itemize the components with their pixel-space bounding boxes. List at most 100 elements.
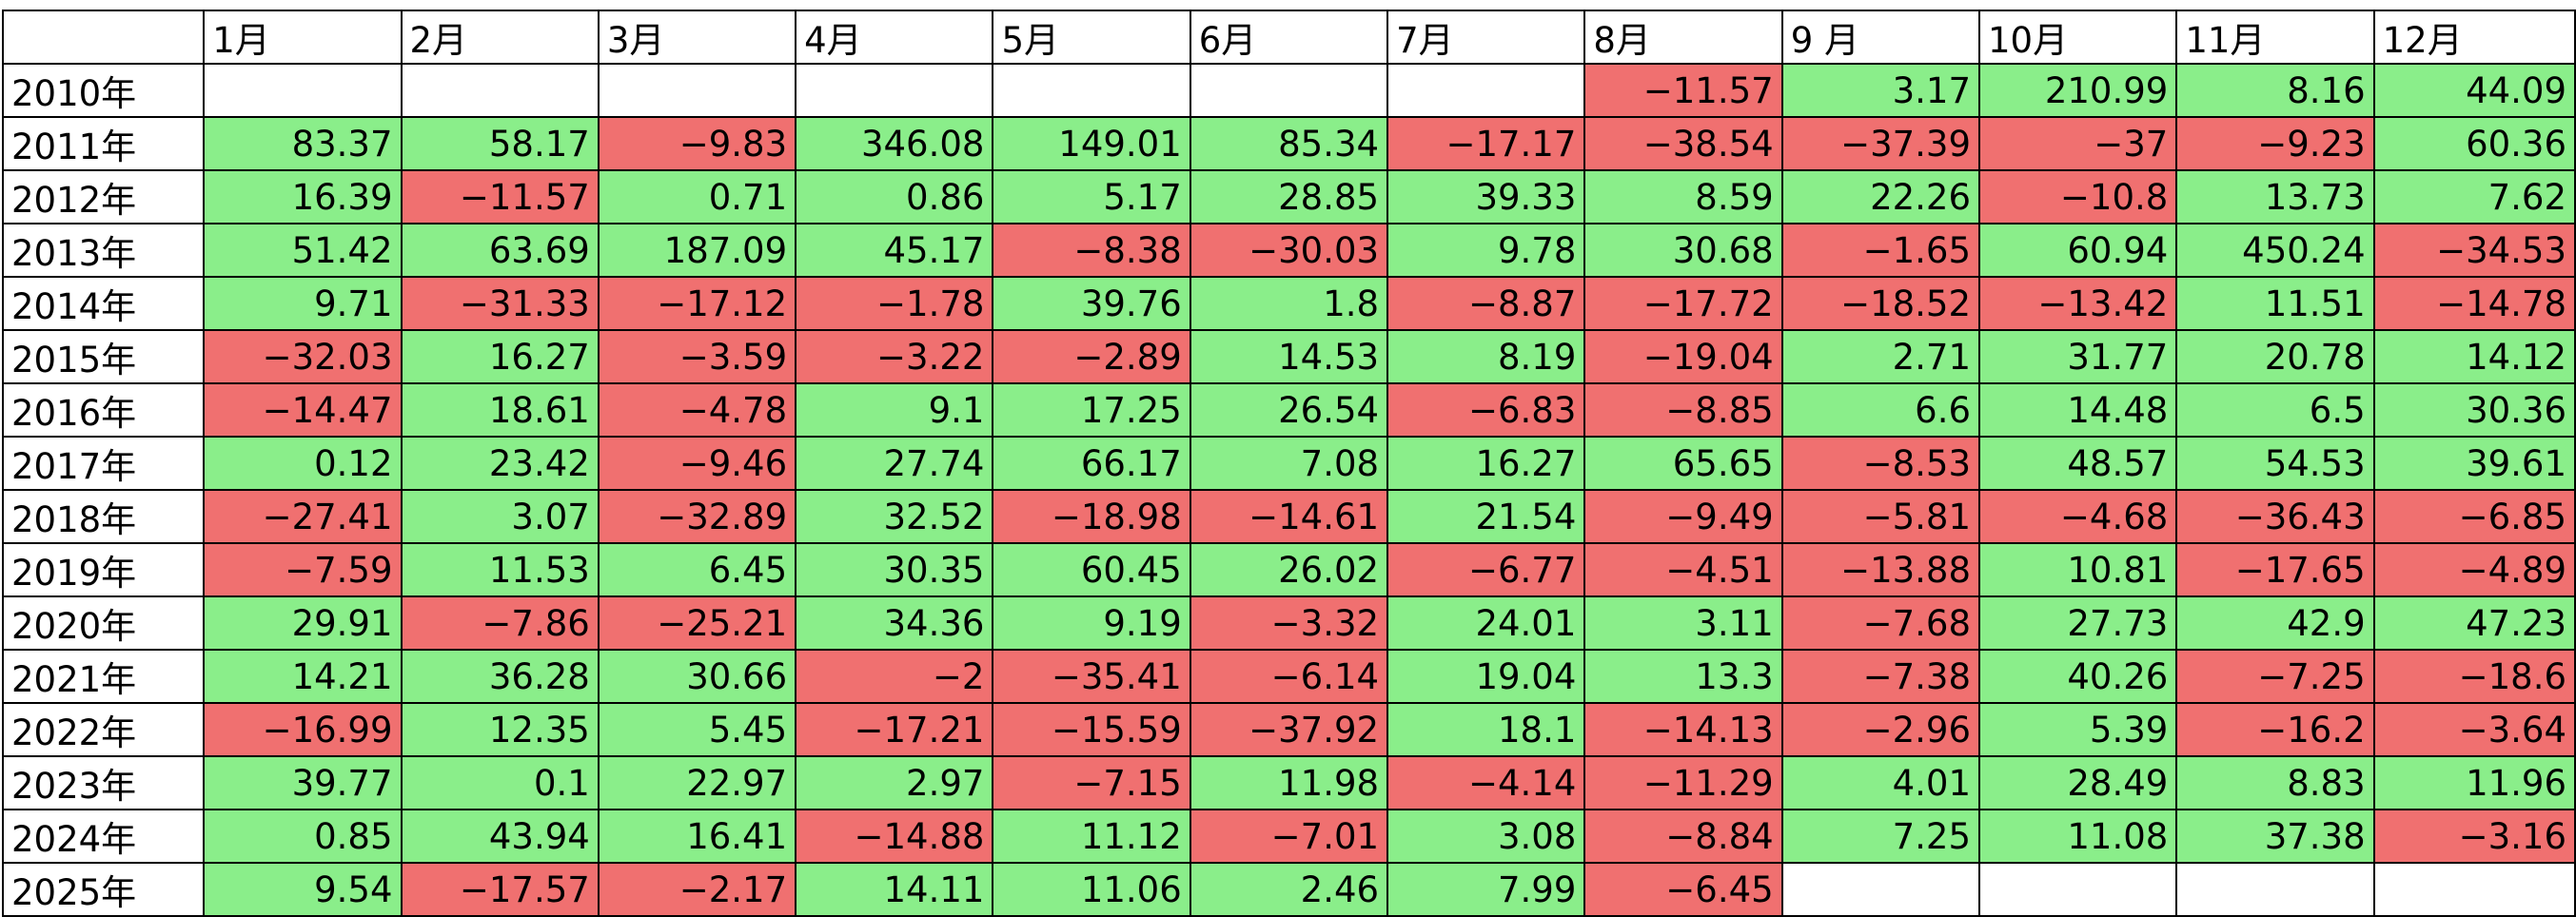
data-cell: 22.97 bbox=[597, 755, 797, 810]
row-header: 2025年 bbox=[1, 862, 206, 917]
data-cell: −3.22 bbox=[795, 329, 994, 384]
table-row: 2013年 51.42 63.69 187.09 45.17 −8.38 −30.03 9.7… bbox=[1, 223, 2576, 278]
empty-cell bbox=[400, 63, 600, 118]
data-cell: 0.71 bbox=[597, 169, 797, 224]
data-cell: 3.17 bbox=[1780, 63, 1981, 118]
data-cell: 32.52 bbox=[795, 489, 994, 544]
data-cell: −2.96 bbox=[1780, 702, 1981, 757]
data-cell: 30.68 bbox=[1583, 223, 1783, 278]
data-cell: −8.53 bbox=[1780, 436, 1981, 491]
empty-cell bbox=[597, 63, 797, 118]
column-header: 5月 bbox=[992, 10, 1191, 65]
data-cell: 14.11 bbox=[795, 862, 994, 917]
data-cell: −3.32 bbox=[1189, 595, 1389, 651]
table-row: 2015年 −32.03 16.27 −3.59 −3.22 −2.89 14.53 8.19… bbox=[1, 329, 2576, 384]
table-row: 2014年 9.71 −31.33 −17.12 −1.78 39.76 1.8 −8.87−… bbox=[1, 276, 2576, 331]
data-cell: −27.41 bbox=[203, 489, 403, 544]
data-cell: 2.97 bbox=[795, 755, 994, 810]
data-cell: 45.17 bbox=[795, 223, 994, 278]
data-cell: 30.35 bbox=[795, 542, 994, 597]
data-cell: 43.94 bbox=[400, 809, 600, 864]
data-cell: −11.29 bbox=[1583, 755, 1783, 810]
data-cell: −14.78 bbox=[2372, 276, 2576, 331]
data-cell: −17.65 bbox=[2175, 542, 2375, 597]
data-cell: 2.46 bbox=[1189, 862, 1389, 917]
data-cell: −5.81 bbox=[1780, 489, 1981, 544]
data-cell: 7.08 bbox=[1189, 436, 1389, 491]
table-row: 2021年 14.21 36.28 30.66 −2 −35.41 −6.14 19.04 13… bbox=[1, 649, 2576, 704]
data-cell: 6.5 bbox=[2175, 382, 2375, 438]
data-cell: −34.53 bbox=[2372, 223, 2576, 278]
data-cell: −37.92 bbox=[1189, 702, 1389, 757]
data-cell: 66.17 bbox=[992, 436, 1191, 491]
data-cell: −15.59 bbox=[992, 702, 1191, 757]
data-cell: −17.17 bbox=[1386, 116, 1586, 171]
data-cell: 10.81 bbox=[1977, 542, 2178, 597]
data-cell: 21.54 bbox=[1386, 489, 1586, 544]
data-cell: 51.42 bbox=[203, 223, 403, 278]
row-header: 2012年 bbox=[1, 169, 206, 224]
data-cell: 47.23 bbox=[2372, 595, 2576, 651]
column-header: 2月 bbox=[400, 10, 600, 65]
column-header: 1月 bbox=[203, 10, 403, 65]
data-cell: −8.84 bbox=[1583, 809, 1783, 864]
data-cell: 11.51 bbox=[2175, 276, 2375, 331]
data-cell: −11.57 bbox=[400, 169, 600, 224]
table-body: 2010年 −11.57 3.17 210.99 8.16 44.09 2011年 83.37… bbox=[1, 63, 2576, 917]
data-cell: −18.6 bbox=[2372, 649, 2576, 704]
data-cell: −16.99 bbox=[203, 702, 403, 757]
row-header: 2021年 bbox=[1, 649, 206, 704]
data-cell: 28.85 bbox=[1189, 169, 1389, 224]
data-cell: 1.8 bbox=[1189, 276, 1389, 331]
data-cell: 17.25 bbox=[992, 382, 1191, 438]
data-cell: 187.09 bbox=[597, 223, 797, 278]
data-cell: 0.1 bbox=[400, 755, 600, 810]
data-cell: 9.54 bbox=[203, 862, 403, 917]
data-cell: 8.19 bbox=[1386, 329, 1586, 384]
data-cell: −8.85 bbox=[1583, 382, 1783, 438]
data-cell: −30.03 bbox=[1189, 223, 1389, 278]
column-header: 3月 bbox=[597, 10, 797, 65]
table-row: 2011年 83.37 58.17 −9.83 346.08 149.01 85.34 −17… bbox=[1, 116, 2576, 171]
table-row: 2018年 −27.41 3.07 −32.89 32.52 −18.98 −14.61 21… bbox=[1, 489, 2576, 544]
row-header: 2022年 bbox=[1, 702, 206, 757]
table-row: 2016年 −14.47 18.61 −4.78 9.1 17.25 26.54 −6.83−… bbox=[1, 382, 2576, 438]
data-cell: 19.04 bbox=[1386, 649, 1586, 704]
data-cell: −17.57 bbox=[400, 862, 600, 917]
data-cell: 3.07 bbox=[400, 489, 600, 544]
data-cell: 149.01 bbox=[992, 116, 1191, 171]
data-cell: −6.83 bbox=[1386, 382, 1586, 438]
data-cell: 11.08 bbox=[1977, 809, 2178, 864]
data-cell: 13.73 bbox=[2175, 169, 2375, 224]
data-cell: −14.47 bbox=[203, 382, 403, 438]
data-cell: 18.61 bbox=[400, 382, 600, 438]
empty-cell bbox=[203, 63, 403, 118]
data-cell: −32.89 bbox=[597, 489, 797, 544]
data-cell: −18.98 bbox=[992, 489, 1191, 544]
data-cell: 12.35 bbox=[400, 702, 600, 757]
row-header: 2024年 bbox=[1, 809, 206, 864]
data-cell: −13.42 bbox=[1977, 276, 2178, 331]
data-cell: −9.23 bbox=[2175, 116, 2375, 171]
data-cell: 14.53 bbox=[1189, 329, 1389, 384]
data-cell: 28.49 bbox=[1977, 755, 2178, 810]
data-cell: 39.33 bbox=[1386, 169, 1586, 224]
data-cell: −32.03 bbox=[203, 329, 403, 384]
data-cell: −16.2 bbox=[2175, 702, 2375, 757]
data-cell: −38.54 bbox=[1583, 116, 1783, 171]
data-cell: −17.21 bbox=[795, 702, 994, 757]
data-cell: −36.43 bbox=[2175, 489, 2375, 544]
data-cell: −7.01 bbox=[1189, 809, 1389, 864]
data-cell: −3.16 bbox=[2372, 809, 2576, 864]
data-cell: 7.99 bbox=[1386, 862, 1586, 917]
data-cell: 24.01 bbox=[1386, 595, 1586, 651]
row-header: 2019年 bbox=[1, 542, 206, 597]
data-cell: 26.02 bbox=[1189, 542, 1389, 597]
data-cell: −13.88 bbox=[1780, 542, 1981, 597]
data-cell: −7.68 bbox=[1780, 595, 1981, 651]
data-cell: 5.17 bbox=[992, 169, 1191, 224]
data-cell: 18.1 bbox=[1386, 702, 1586, 757]
data-cell: 23.42 bbox=[400, 436, 600, 491]
empty-cell bbox=[1386, 63, 1586, 118]
